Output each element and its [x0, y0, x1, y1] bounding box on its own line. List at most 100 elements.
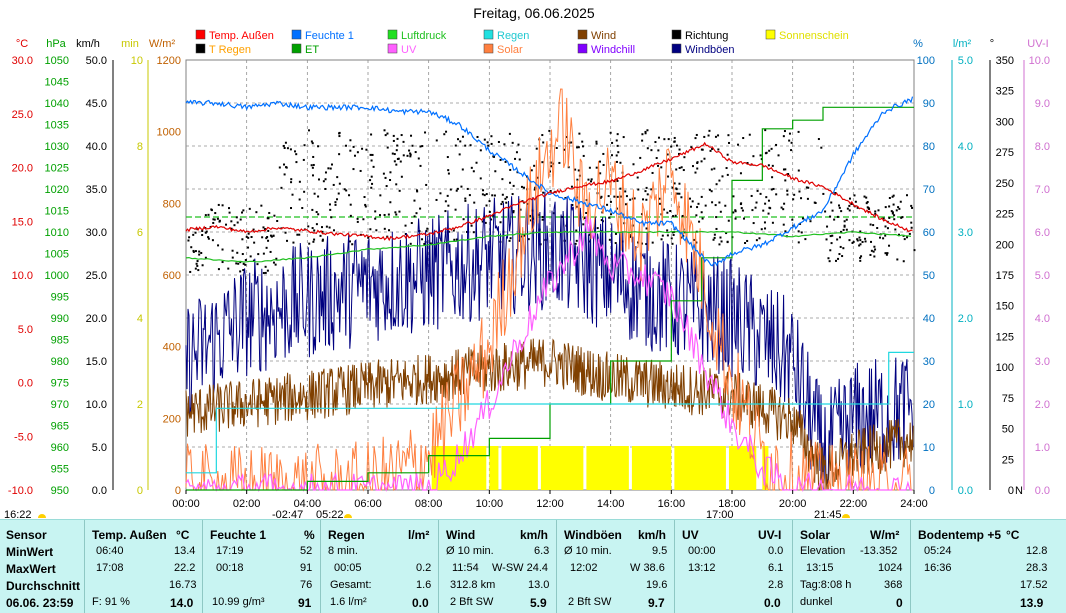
direction-dot: [590, 180, 593, 183]
temp-min-time: 06:40: [96, 545, 124, 557]
direction-dot: [444, 200, 447, 203]
direction-dot: [382, 172, 385, 175]
direction-dot: [828, 260, 831, 263]
direction-dot: [861, 240, 864, 243]
tick-press: 970: [51, 399, 69, 411]
x-axis: 00:00 02:00 04:00 06:00 08:00 10:00 12:00 14:00…: [172, 490, 928, 510]
direction-dot: [262, 252, 265, 255]
legend-swatch: [291, 29, 302, 40]
direction-dot: [713, 233, 716, 236]
soil-foot-val: 13.9: [1020, 596, 1044, 610]
direction-dot: [595, 142, 598, 145]
direction-dot: [845, 228, 848, 231]
direction-dot: [667, 138, 670, 141]
direction-dot: [386, 235, 389, 238]
direction-dot: [701, 148, 704, 151]
direction-dot: [349, 149, 352, 152]
direction-dot: [370, 133, 373, 136]
direction-dot: [734, 217, 737, 220]
tick-solar: 800: [163, 198, 181, 210]
direction-dot: [893, 214, 896, 217]
legend-label: Windchill: [591, 44, 635, 56]
direction-dot: [207, 237, 210, 240]
direction-dot: [750, 194, 753, 197]
direction-dot: [851, 241, 854, 244]
direction-dot: [755, 201, 758, 204]
direction-dot: [575, 205, 578, 208]
gust-r1-label: Ø 10 min.: [564, 545, 612, 557]
north-label: N: [1015, 485, 1023, 497]
direction-dot: [726, 240, 729, 243]
tick-hum: 70: [923, 184, 935, 196]
direction-dot: [508, 132, 511, 135]
direction-dot: [622, 213, 625, 216]
direction-dot: [383, 227, 386, 230]
series-windboeen: [185, 191, 914, 491]
direction-dot: [501, 200, 504, 203]
direction-dot: [499, 221, 502, 224]
tick-wind: 10.0: [86, 399, 107, 411]
direction-dot: [807, 186, 810, 189]
direction-dot: [799, 222, 802, 225]
axis-unit-hum: %: [913, 38, 923, 50]
direction-dot: [671, 231, 674, 234]
direction-dot: [571, 203, 574, 206]
direction-dot: [770, 188, 773, 191]
direction-dot: [320, 226, 323, 229]
direction-dot: [600, 219, 603, 222]
direction-dot: [327, 167, 330, 170]
direction-dot: [675, 144, 678, 147]
tick-solar: 400: [163, 342, 181, 354]
direction-dot: [888, 244, 891, 247]
direction-dot: [198, 250, 201, 253]
direction-dot: [228, 211, 231, 214]
direction-dot: [574, 242, 577, 245]
tick-dir: 250: [996, 178, 1014, 190]
direction-dot: [797, 130, 800, 133]
direction-dot: [737, 143, 740, 146]
direction-dot: [856, 238, 859, 241]
direction-dot: [673, 182, 676, 185]
direction-dot: [860, 255, 863, 258]
legend-swatch: [671, 43, 682, 54]
direction-dot: [421, 238, 424, 241]
direction-dot: [307, 225, 310, 228]
tick-rain: 2.0: [958, 313, 973, 325]
direction-dot: [870, 249, 873, 252]
direction-dot: [629, 198, 632, 201]
direction-dot: [389, 179, 392, 182]
direction-dot: [460, 185, 463, 188]
direction-dot: [721, 175, 724, 178]
direction-dot: [353, 154, 356, 157]
min-label: MinWert: [6, 545, 54, 559]
tick-wind: 25.0: [86, 270, 107, 282]
direction-dot: [298, 180, 301, 183]
direction-dot: [615, 160, 618, 163]
direction-dot: [848, 209, 851, 212]
direction-dot: [790, 141, 793, 144]
solar-r2-val: 1024: [878, 562, 903, 574]
direction-dot: [483, 194, 486, 197]
direction-dot: [830, 201, 833, 204]
direction-dot: [269, 234, 272, 237]
direction-dot: [858, 244, 861, 247]
direction-dot: [777, 154, 780, 157]
direction-dot: [771, 176, 774, 179]
direction-dot: [503, 143, 506, 146]
direction-dot: [330, 163, 333, 166]
direction-dot: [775, 143, 778, 146]
direction-dot: [848, 239, 851, 242]
direction-dot: [536, 176, 539, 179]
direction-dot: [290, 207, 293, 210]
direction-dot: [839, 245, 842, 248]
direction-dot: [284, 231, 287, 234]
direction-dot: [822, 192, 825, 195]
legend-label: Temp. Außen: [209, 30, 274, 42]
sunshine-bar: [728, 446, 757, 490]
direction-dot: [423, 242, 426, 245]
legend-label: Regen: [497, 30, 529, 42]
direction-dot: [213, 218, 216, 221]
direction-dot: [831, 234, 834, 237]
direction-dot: [610, 154, 613, 157]
temp-min-val: 13.4: [174, 545, 196, 557]
